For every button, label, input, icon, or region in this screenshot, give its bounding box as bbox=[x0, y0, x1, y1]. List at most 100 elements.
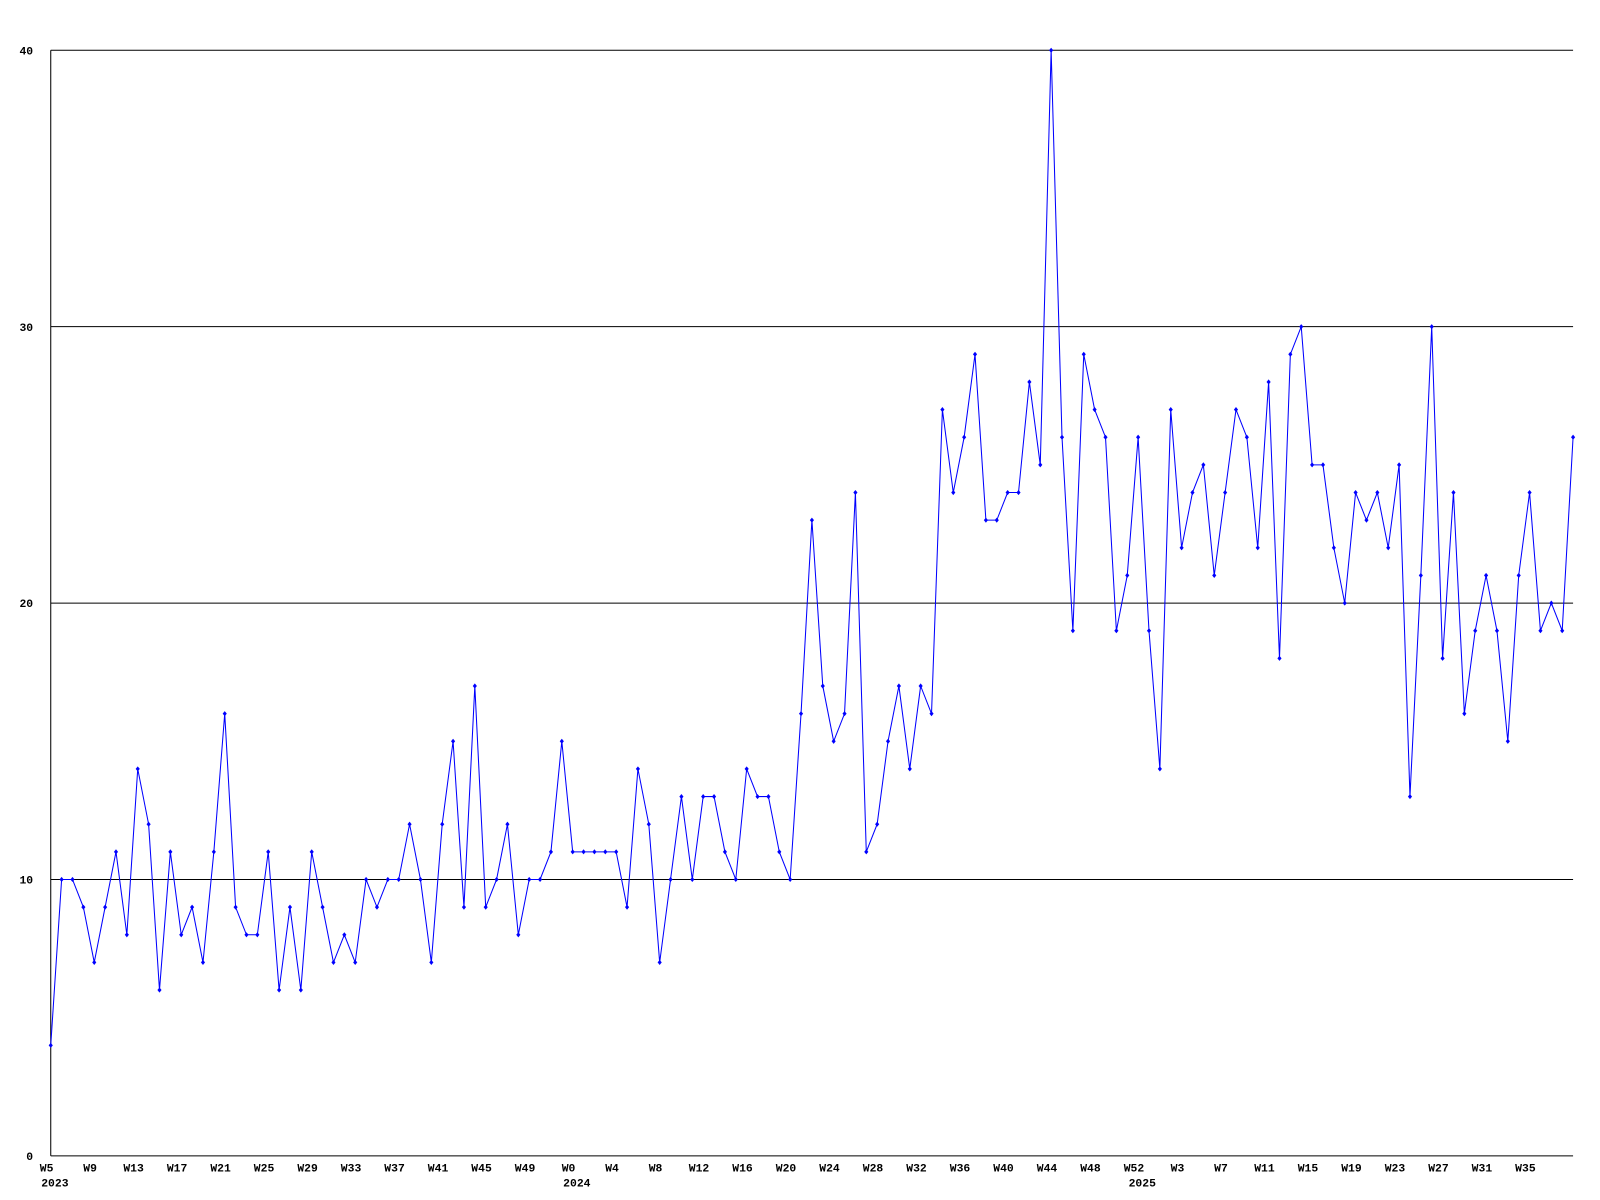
data-point bbox=[81, 904, 86, 910]
x-tick-label: W19 bbox=[1341, 1163, 1362, 1175]
data-point bbox=[1027, 379, 1032, 385]
data-point bbox=[929, 711, 934, 717]
data-point bbox=[364, 876, 369, 883]
data-point bbox=[287, 904, 293, 910]
data-point bbox=[907, 766, 912, 772]
x-tick-label: W21 bbox=[210, 1163, 231, 1175]
x-tick-label: W24 bbox=[819, 1163, 840, 1175]
data-point bbox=[1299, 324, 1304, 330]
x-tick-label: W11 bbox=[1254, 1163, 1275, 1175]
data-point bbox=[320, 904, 325, 910]
data-point bbox=[875, 821, 880, 827]
data-point bbox=[603, 849, 608, 855]
data-point bbox=[135, 766, 140, 772]
data-point bbox=[1168, 407, 1173, 413]
data-point bbox=[233, 904, 238, 910]
data-point bbox=[864, 849, 869, 855]
data-point bbox=[157, 987, 162, 993]
data-point bbox=[1418, 572, 1423, 578]
data-point bbox=[1233, 407, 1239, 413]
data-point bbox=[255, 932, 260, 938]
x-year-label: 2025 bbox=[1129, 1179, 1157, 1191]
x-tick-label: W45 bbox=[471, 1163, 492, 1175]
data-point bbox=[1146, 628, 1152, 634]
x-tick-label: W40 bbox=[993, 1163, 1014, 1175]
data-point bbox=[277, 987, 282, 993]
x-year-label: 2023 bbox=[41, 1179, 69, 1191]
x-tick-label: W0 bbox=[562, 1163, 576, 1175]
data-point bbox=[1494, 628, 1500, 634]
data-point bbox=[59, 876, 64, 883]
data-point bbox=[222, 711, 227, 717]
data-point bbox=[494, 876, 499, 883]
x-tick-label: W25 bbox=[254, 1163, 275, 1175]
y-tick-label: 20 bbox=[19, 599, 33, 611]
x-tick-label: W49 bbox=[515, 1163, 536, 1175]
x-tick-label: W31 bbox=[1472, 1163, 1493, 1175]
data-point bbox=[592, 849, 597, 855]
x-tick-label: W48 bbox=[1080, 1163, 1101, 1175]
data-point bbox=[1201, 462, 1206, 468]
data-point bbox=[1331, 545, 1336, 551]
x-tick-label: W33 bbox=[341, 1163, 362, 1175]
data-point bbox=[668, 876, 673, 883]
x-tick-label: W20 bbox=[776, 1163, 797, 1175]
x-tick-label: W9 bbox=[83, 1163, 97, 1175]
data-point bbox=[429, 959, 434, 965]
data-point bbox=[657, 959, 662, 965]
data-point bbox=[353, 959, 358, 965]
data-point bbox=[48, 1042, 53, 1048]
data-point bbox=[1005, 489, 1010, 496]
data-point bbox=[1549, 600, 1554, 606]
data-point bbox=[124, 932, 129, 938]
data-point bbox=[1484, 572, 1489, 578]
data-point bbox=[1538, 628, 1543, 634]
data-point bbox=[1016, 489, 1021, 496]
data-point bbox=[831, 738, 836, 744]
x-tick-label: W52 bbox=[1124, 1163, 1145, 1175]
data-point bbox=[1342, 600, 1347, 606]
data-point bbox=[1320, 462, 1326, 468]
x-tick-label: W41 bbox=[428, 1163, 449, 1175]
data-point bbox=[1103, 434, 1108, 440]
data-point bbox=[733, 876, 738, 883]
data-point bbox=[451, 738, 456, 744]
data-point bbox=[396, 876, 401, 883]
data-point bbox=[962, 434, 967, 440]
data-point bbox=[1364, 517, 1369, 523]
data-point bbox=[624, 904, 630, 910]
data-point bbox=[1440, 655, 1445, 661]
data-point bbox=[342, 932, 347, 938]
x-tick-label: W7 bbox=[1214, 1163, 1228, 1175]
data-point bbox=[1125, 572, 1130, 578]
data-point bbox=[918, 683, 923, 689]
x-tick-label: W12 bbox=[689, 1163, 710, 1175]
data-point bbox=[635, 766, 640, 772]
data-point bbox=[1092, 407, 1097, 413]
data-point bbox=[755, 794, 760, 800]
data-point bbox=[1255, 545, 1260, 551]
data-point bbox=[1114, 628, 1119, 634]
data-point bbox=[505, 821, 510, 827]
data-point bbox=[972, 351, 978, 357]
data-point bbox=[70, 876, 75, 883]
data-point bbox=[190, 904, 195, 910]
data-point bbox=[1473, 628, 1478, 634]
data-point bbox=[200, 959, 206, 965]
data-point bbox=[168, 849, 173, 855]
data-point bbox=[418, 876, 423, 883]
data-point bbox=[744, 766, 749, 772]
data-point bbox=[266, 849, 271, 855]
data-point bbox=[1375, 489, 1380, 496]
data-point bbox=[1190, 489, 1195, 496]
data-point bbox=[559, 738, 564, 744]
data-line bbox=[50, 50, 1574, 1046]
data-point bbox=[461, 904, 467, 910]
x-tick-label: W17 bbox=[167, 1163, 188, 1175]
x-tick-label: W16 bbox=[732, 1163, 753, 1175]
data-point bbox=[983, 517, 988, 523]
data-point bbox=[309, 849, 314, 855]
data-point bbox=[1136, 434, 1141, 440]
data-point bbox=[1157, 766, 1162, 772]
data-point bbox=[146, 821, 151, 827]
